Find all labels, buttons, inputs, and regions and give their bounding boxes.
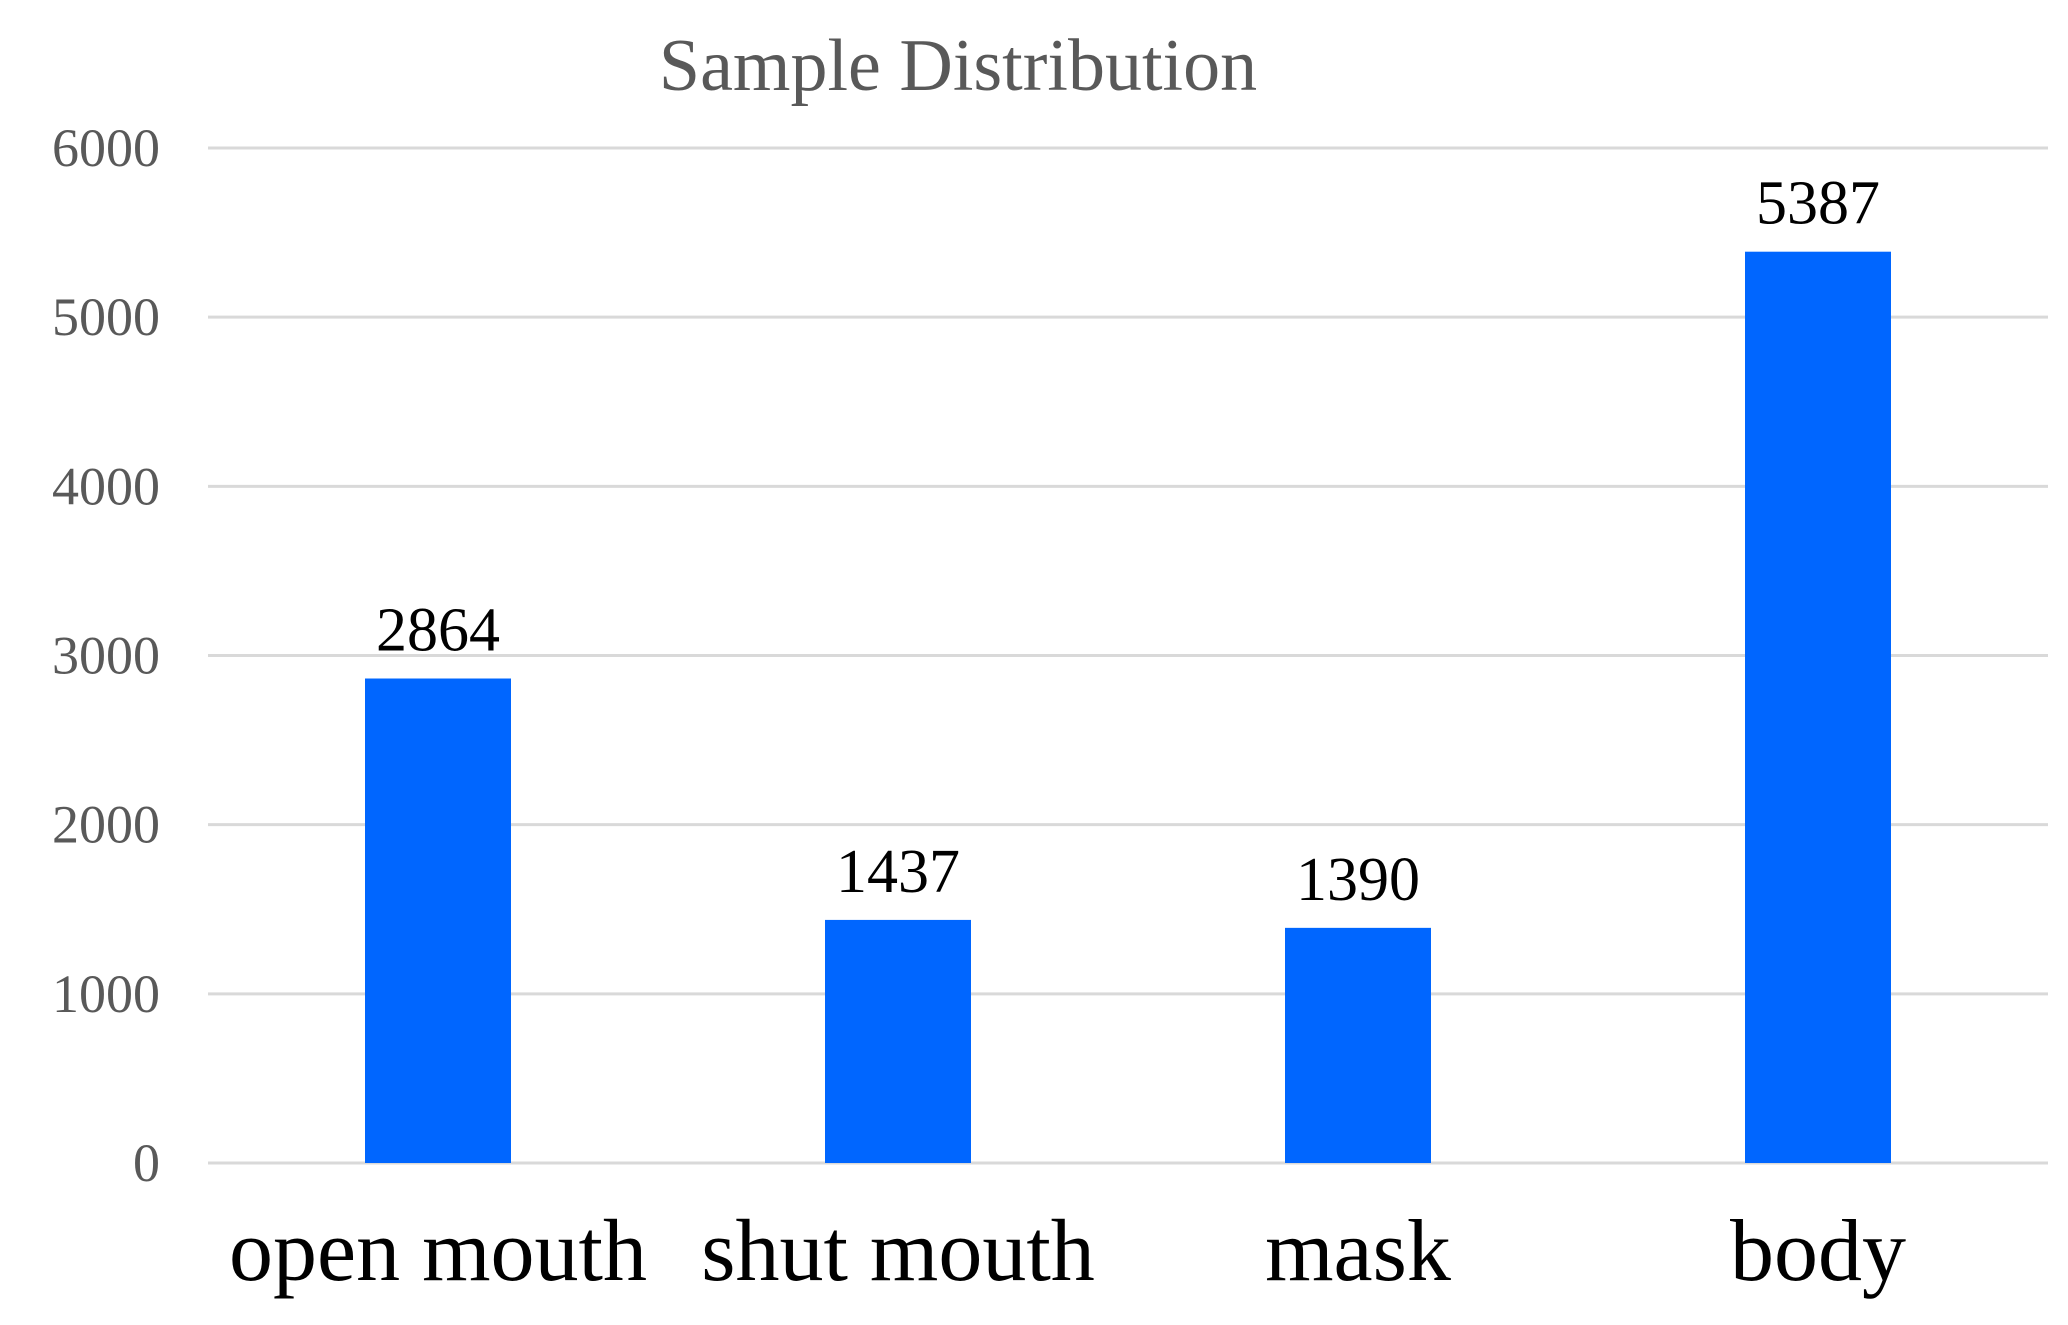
y-tick-label: 5000: [52, 287, 160, 347]
bar: [1745, 251, 1891, 1164]
x-axis-ticks: open mouth shut mouth mask body: [229, 1203, 1906, 1300]
y-tick-label: 1000: [52, 964, 160, 1024]
bar: [365, 678, 511, 1163]
y-tick-label: 3000: [52, 626, 160, 686]
y-tick-label: 6000: [52, 118, 160, 178]
x-tick-label: open mouth: [229, 1203, 647, 1300]
data-labels: 2864 1437 1390 5387: [376, 170, 1880, 914]
data-label: 5387: [1756, 170, 1880, 238]
y-tick-label: 0: [133, 1133, 160, 1193]
y-tick-label: 2000: [52, 795, 160, 855]
data-label: 1437: [836, 838, 960, 906]
bars: [365, 251, 1891, 1164]
x-tick-label: shut mouth: [701, 1203, 1095, 1300]
chart-title: Sample Distribution: [659, 25, 1257, 107]
x-tick-label: mask: [1265, 1203, 1451, 1300]
x-tick-label: body: [1730, 1203, 1906, 1300]
y-axis-ticks: 0 1000 2000 3000 4000 5000 6000: [52, 118, 160, 1193]
y-tick-label: 4000: [52, 456, 160, 516]
bar: [1285, 927, 1431, 1163]
data-label: 1390: [1296, 846, 1420, 914]
bar: [825, 919, 971, 1163]
data-label: 2864: [376, 597, 500, 665]
gridlines: [208, 146, 2048, 1165]
